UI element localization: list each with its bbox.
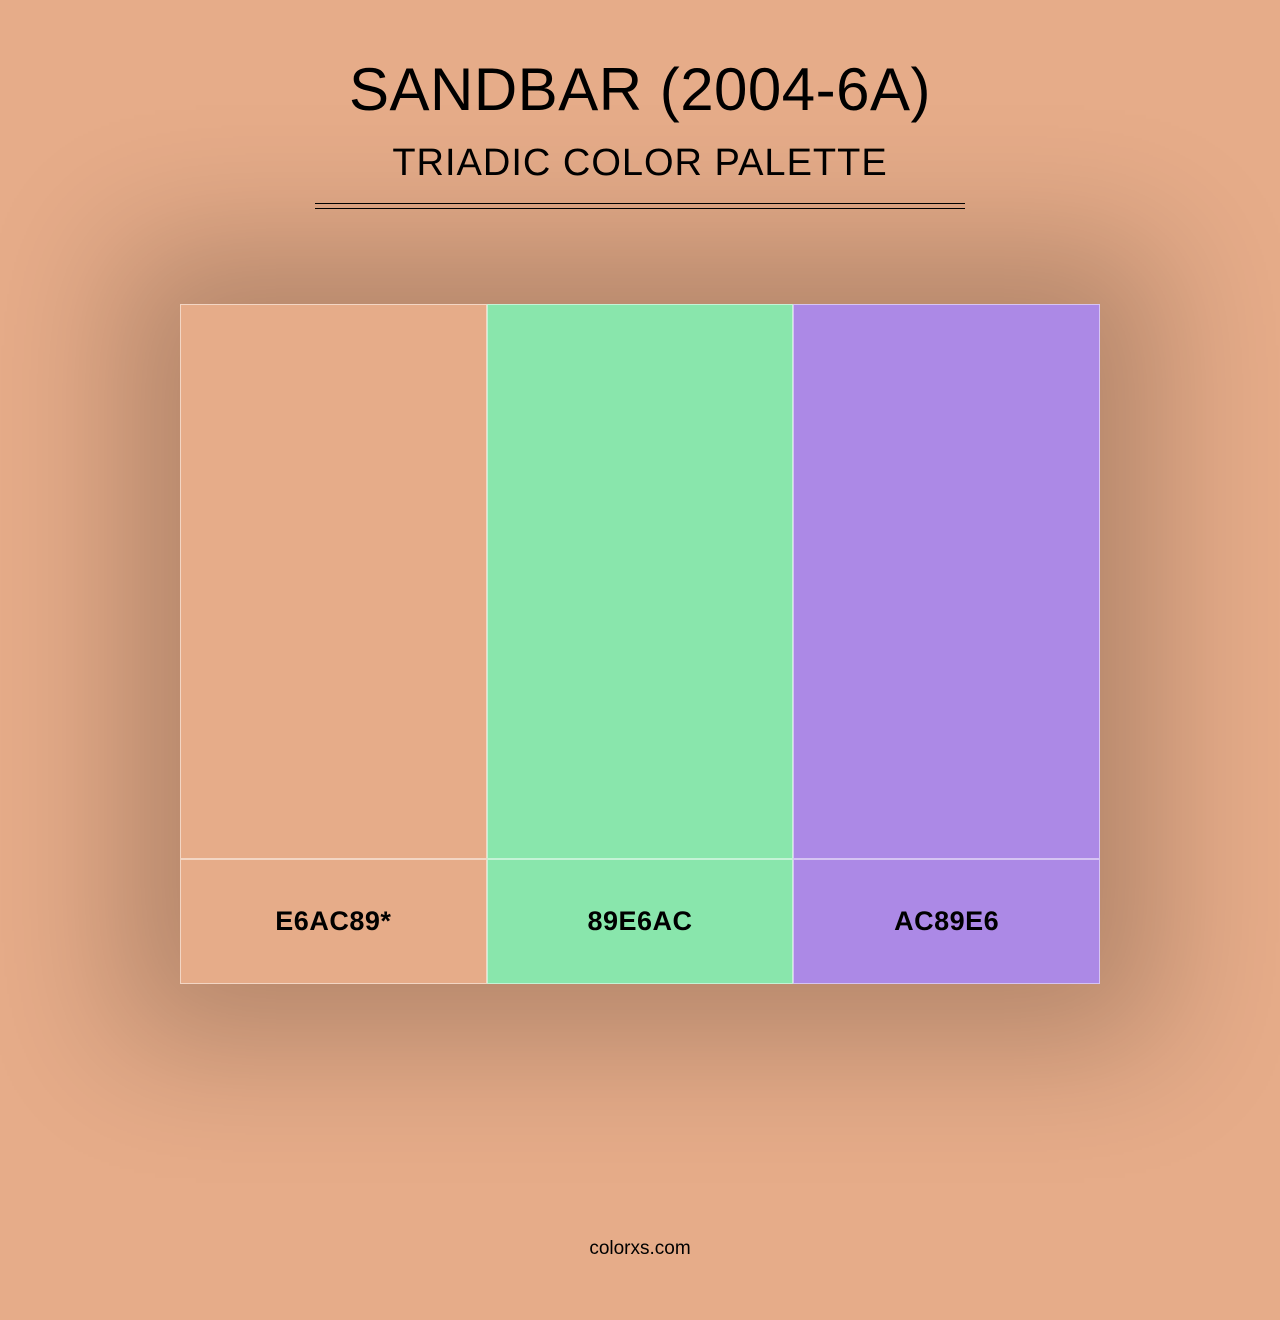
palette: E6AC89* 89E6AC AC89E6 — [180, 304, 1100, 984]
label-row: E6AC89* 89E6AC AC89E6 — [180, 859, 1100, 984]
swatch-2 — [487, 304, 794, 859]
swatch-label-2: 89E6AC — [487, 859, 794, 984]
page-title: SANDBAR (2004-6A) — [349, 55, 931, 124]
page-subtitle: TRIADIC COLOR PALETTE — [392, 142, 887, 185]
swatch-1 — [180, 304, 487, 859]
page-root: SANDBAR (2004-6A) TRIADIC COLOR PALETTE … — [0, 0, 1280, 1320]
swatch-label-3: AC89E6 — [793, 859, 1100, 984]
swatch-label-1: E6AC89* — [180, 859, 487, 984]
swatch-3 — [793, 304, 1100, 859]
footer-credit: colorxs.com — [0, 1238, 1280, 1260]
swatch-row — [180, 304, 1100, 859]
divider — [315, 203, 965, 209]
